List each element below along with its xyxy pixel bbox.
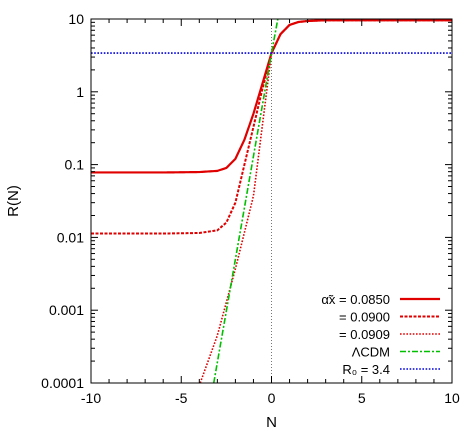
x-axis-label: N bbox=[266, 414, 277, 431]
legend: α̃x = 0.0850 = 0.0900 = 0.0909 ΛCDM R₀ = 3.4 bbox=[321, 292, 440, 377]
legend-label: R₀ = 3.4 bbox=[342, 362, 390, 377]
series-line-1 bbox=[91, 19, 452, 235]
x-tick-label: 5 bbox=[358, 390, 366, 406]
y-tick-label: 0.001 bbox=[49, 302, 84, 318]
y-tick-label: 1 bbox=[76, 84, 84, 100]
x-tick-label: 0 bbox=[268, 390, 276, 406]
x-tick-label: 10 bbox=[444, 390, 460, 406]
legend-label: = 0.0900 bbox=[339, 310, 390, 325]
legend-label: = 0.0909 bbox=[339, 327, 390, 342]
x-tick-label: -10 bbox=[81, 390, 101, 406]
legend-label: ΛCDM bbox=[352, 345, 390, 360]
x-tick-label: -5 bbox=[175, 390, 188, 406]
series-line-3 bbox=[212, 19, 279, 383]
y-tick-label: 0.0001 bbox=[41, 375, 84, 391]
y-axis-label: R(N) bbox=[5, 185, 22, 217]
series-layer bbox=[91, 19, 452, 383]
legend-label: α̃x = 0.0850 bbox=[321, 292, 390, 307]
series-line-2 bbox=[199, 19, 452, 383]
y-tick-label: 10 bbox=[68, 11, 84, 27]
y-tick-label: 0.1 bbox=[65, 157, 85, 173]
tick-layer: -10 -5 0 5 10 0.0001 0.001 0.01 0.1 1 10 bbox=[41, 11, 460, 406]
y-tick-label: 0.01 bbox=[57, 229, 84, 245]
